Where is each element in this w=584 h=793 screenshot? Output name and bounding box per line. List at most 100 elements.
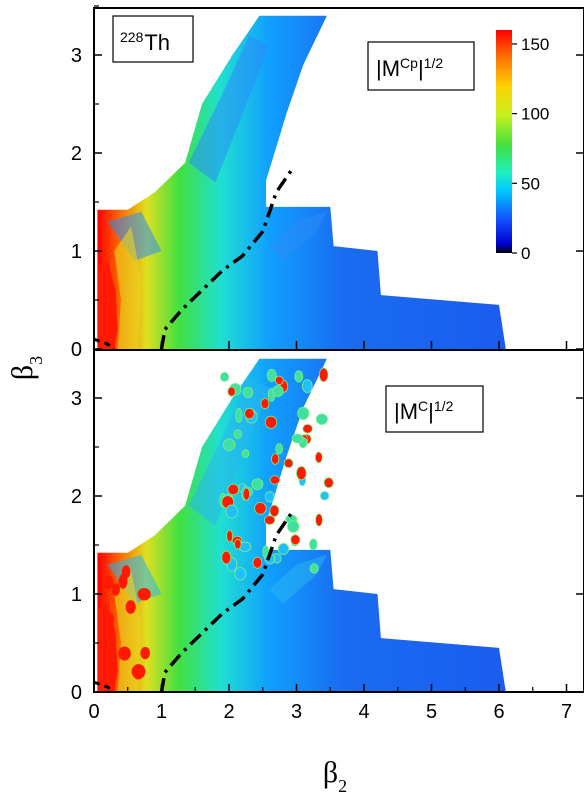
- y-tick-label: 2: [71, 486, 82, 508]
- hot-spot: [235, 408, 243, 423]
- hot-spot: [118, 574, 128, 589]
- hot-spot: [309, 563, 319, 574]
- x-tick-label: 0: [88, 701, 99, 723]
- hot-spot: [264, 415, 278, 429]
- x-tick-label: 4: [358, 701, 369, 723]
- svg-text:|MC|1/2: |MC|1/2: [394, 398, 454, 424]
- hot-spot: [241, 449, 250, 459]
- fission-path-dashdot: [159, 509, 295, 692]
- hot-spot: [221, 550, 232, 565]
- x-tick-label: 5: [426, 701, 437, 723]
- hot-spot: [226, 529, 234, 543]
- fission-path-dashdot: [159, 166, 295, 349]
- hot-spot: [140, 646, 151, 660]
- isotope-symbol: Th: [144, 30, 170, 55]
- hot-spot: [319, 491, 330, 501]
- contour-band: [107, 211, 162, 261]
- x-tick-label: 7: [561, 701, 572, 723]
- hot-spot: [323, 477, 334, 489]
- hot-spot: [301, 379, 313, 394]
- hot-spot: [242, 386, 254, 399]
- hot-spot: [318, 367, 329, 383]
- hot-spot: [118, 646, 131, 661]
- hot-spot: [220, 371, 230, 382]
- y-tick-label: 3: [71, 388, 82, 410]
- y-tick-label: 0: [71, 339, 82, 361]
- hot-spot: [111, 583, 120, 596]
- hot-spot: [225, 504, 239, 519]
- hot-spot: [302, 423, 313, 434]
- hot-spot: [287, 520, 300, 533]
- colorbar-tick-label: 0: [521, 244, 530, 263]
- y-tick-label: 1: [71, 584, 82, 606]
- hot-spot: [315, 513, 323, 527]
- hot-spot: [294, 370, 304, 383]
- hot-spot: [309, 538, 318, 551]
- contour-band: [269, 211, 327, 261]
- hot-spot: [274, 375, 284, 385]
- hot-spot: [291, 433, 304, 444]
- hot-spot: [125, 600, 136, 614]
- hot-spot: [275, 443, 284, 455]
- isotope-mass: 228: [120, 29, 144, 45]
- colorbar-gradient: [496, 30, 512, 253]
- svg-text:228Th: 228Th: [120, 29, 170, 55]
- quantity-label-bottom: |MC|1/2: [385, 385, 484, 433]
- y-tick-label: 3: [71, 45, 82, 67]
- hot-spot: [269, 475, 281, 485]
- hot-spot: [251, 478, 264, 490]
- x-axis-label: β2: [323, 756, 347, 793]
- hot-spot: [102, 574, 114, 590]
- panel-bottom: [94, 358, 506, 692]
- hot-spot: [137, 587, 151, 601]
- fission-path-dashed: [94, 680, 116, 692]
- contour-band: [188, 35, 270, 183]
- hot-spot: [103, 612, 115, 626]
- hot-spot: [269, 504, 280, 517]
- hot-spot: [260, 397, 270, 410]
- hot-spot: [234, 538, 242, 550]
- x-tick-label: 6: [493, 701, 504, 723]
- domain-region: [97, 15, 506, 349]
- domain-region: [97, 358, 506, 692]
- hot-spot: [222, 438, 236, 451]
- hot-spot: [242, 487, 251, 501]
- hot-spot: [296, 466, 307, 481]
- isotope-label: 228Th: [112, 15, 194, 63]
- x-tick-label: 3: [291, 701, 302, 723]
- x-tick-label: 2: [223, 701, 234, 723]
- x-tick-label: 1: [156, 701, 167, 723]
- hot-spot: [252, 556, 263, 569]
- y-tick-label: 1: [71, 241, 82, 263]
- hot-spot: [266, 368, 277, 382]
- y-tick-label: 2: [71, 143, 82, 165]
- colorbar: 0 50 100 150: [496, 30, 549, 263]
- hot-spot: [131, 664, 146, 679]
- hot-spot: [234, 567, 247, 581]
- y-tick-label: 0: [71, 682, 82, 704]
- hot-spot: [297, 406, 310, 420]
- warm-region: [114, 569, 142, 692]
- hot-spot: [277, 542, 290, 555]
- hot-spot: [244, 407, 255, 420]
- hot-spot: [233, 429, 242, 439]
- svg-text:|MCp|1/2: |MCp|1/2: [376, 55, 443, 81]
- panel-top: [94, 15, 506, 349]
- colorbar-tick-label: 150: [521, 35, 549, 54]
- hot-spot: [283, 458, 294, 469]
- colorbar-tick-label: 100: [521, 105, 549, 124]
- quantity-label-top: |MCp|1/2: [367, 41, 475, 91]
- hot-spot: [272, 385, 284, 397]
- y-axis-label: β3: [6, 356, 46, 380]
- hot-spot: [227, 386, 236, 397]
- warm-region: [114, 226, 142, 349]
- hot-spot: [290, 534, 301, 546]
- colorbar-tick-label: 50: [521, 174, 540, 193]
- hot-spot: [271, 453, 280, 465]
- hot-spot: [264, 491, 275, 503]
- fission-path-dashed: [94, 337, 116, 349]
- hot-spot: [315, 413, 328, 425]
- hot-spot: [314, 451, 323, 464]
- hot-spot: [227, 483, 240, 496]
